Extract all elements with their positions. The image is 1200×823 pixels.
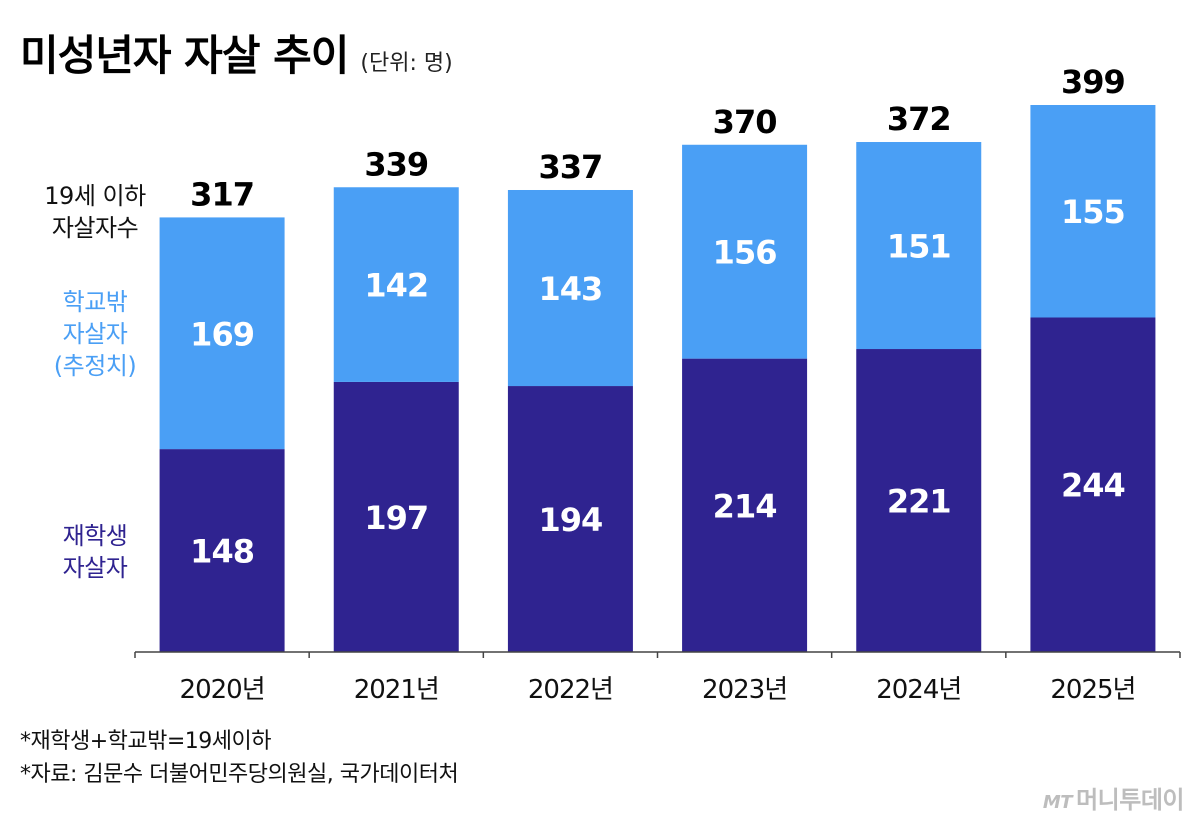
data-label-in-school: 194 [539, 501, 603, 539]
data-label-total: 337 [539, 148, 603, 186]
in-label-line-2: 자살자 [62, 554, 128, 582]
unit-label: (단위: 명) [360, 51, 453, 76]
total-label-line-1: 19세 이하 [44, 182, 146, 210]
x-tick-label: 2022년 [528, 675, 613, 705]
note-source: *자료: 김문수 더불어민주당의원실, 국가데이터처 [20, 762, 459, 787]
x-tick-label: 2020년 [180, 675, 265, 705]
out-label-line-1: 학교밖 [62, 288, 128, 316]
data-label-in-school: 214 [713, 487, 777, 525]
notes: *재학생+학교밖=19세이하 *자료: 김문수 더불어민주당의원실, 국가데이터… [20, 725, 459, 791]
data-label-out-of-school: 151 [887, 228, 951, 266]
data-label-total: 339 [364, 145, 428, 183]
in-label-line-1: 재학생 [62, 522, 128, 550]
logo-text: 머니투데이 [1076, 786, 1184, 814]
data-label-out-of-school: 155 [1061, 193, 1125, 231]
data-label-out-of-school: 156 [713, 234, 777, 272]
bar-out-of-school [333, 187, 459, 382]
bar-out-of-school [682, 144, 808, 359]
out-label-line-3: (추정치) [53, 352, 137, 380]
out-of-school-legend-label: 학교밖 자살자 (추정치) [40, 286, 150, 382]
total-label-line-2: 자살자수 [51, 214, 139, 242]
data-label-total: 372 [887, 100, 951, 138]
bar-out-of-school [159, 217, 285, 450]
data-label-total: 370 [713, 103, 777, 141]
chart-title: 미성년자 자살 추이 [20, 31, 349, 80]
bar-out-of-school [856, 142, 982, 350]
x-tick-label: 2023년 [702, 675, 787, 705]
logo-mark: MT [1042, 792, 1073, 813]
data-label-in-school: 197 [364, 499, 428, 537]
publisher-logo: MT 머니투데이 [1042, 780, 1185, 815]
out-label-line-2: 자살자 [62, 320, 128, 348]
data-label-in-school: 221 [887, 483, 951, 521]
data-label-total: 317 [190, 175, 254, 213]
bar-in-school [159, 449, 285, 652]
title-group: 미성년자 자살 추이 (단위: 명) [20, 22, 453, 83]
data-label-in-school: 148 [190, 533, 254, 571]
data-label-out-of-school: 169 [190, 315, 254, 353]
data-label-in-school: 244 [1061, 467, 1125, 505]
bar-in-school [682, 358, 808, 652]
data-label-out-of-school: 142 [364, 267, 428, 305]
x-tick-label: 2021년 [354, 675, 439, 705]
bar-out-of-school [1030, 105, 1156, 318]
total-legend-label: 19세 이하 자살자수 [40, 180, 150, 244]
bar-out-of-school [507, 189, 633, 387]
in-school-legend-label: 재학생 자살자 [40, 520, 150, 584]
x-tick-label: 2025년 [1050, 675, 1135, 705]
data-label-total: 399 [1061, 63, 1125, 101]
data-label-out-of-school: 143 [539, 270, 603, 308]
x-tick-label: 2024년 [876, 675, 961, 705]
note-sum: *재학생+학교밖=19세이하 [20, 729, 272, 754]
bar-in-school [333, 381, 459, 652]
bar-in-school [1030, 317, 1156, 652]
bar-in-school [856, 349, 982, 652]
bar-in-school [507, 386, 633, 652]
